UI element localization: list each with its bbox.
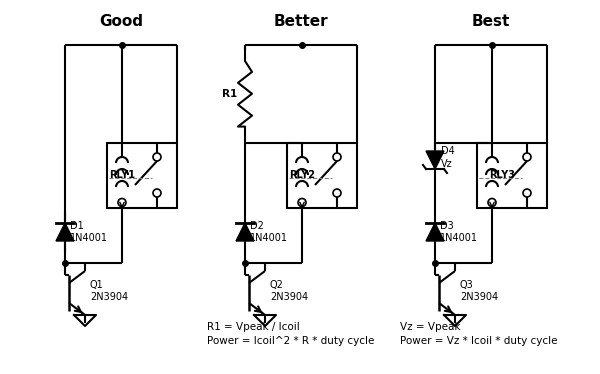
Polygon shape (236, 223, 254, 241)
Text: Better: Better (274, 14, 328, 29)
Polygon shape (56, 223, 74, 241)
Text: Q1
2N3904: Q1 2N3904 (90, 280, 128, 302)
Polygon shape (426, 151, 444, 169)
Text: 1N4001: 1N4001 (440, 233, 478, 243)
Bar (107, 142, 177, 208)
Bar (477, 142, 547, 208)
Text: Vz: Vz (441, 159, 452, 169)
Text: Q3
2N3904: Q3 2N3904 (460, 280, 498, 302)
Text: RLY3: RLY3 (489, 170, 515, 180)
Text: D1: D1 (70, 221, 84, 231)
Text: D2: D2 (250, 221, 264, 231)
Text: Vz = Vpeak: Vz = Vpeak (400, 322, 461, 332)
Polygon shape (426, 223, 444, 241)
Text: Power = Vz * Icoil * duty cycle: Power = Vz * Icoil * duty cycle (400, 336, 557, 346)
Text: Good: Good (99, 14, 143, 29)
Bar (287, 142, 357, 208)
Text: Q2
2N3904: Q2 2N3904 (270, 280, 308, 302)
Text: RLY2: RLY2 (289, 170, 315, 180)
Text: D4: D4 (441, 146, 455, 156)
Text: R1 = Vpeak / Icoil: R1 = Vpeak / Icoil (207, 322, 300, 332)
Text: RLY1: RLY1 (109, 170, 135, 180)
Text: Best: Best (472, 14, 510, 29)
Text: 1N4001: 1N4001 (250, 233, 288, 243)
Text: D3: D3 (440, 221, 454, 231)
Text: 1N4001: 1N4001 (70, 233, 108, 243)
Text: Power = Icoil^2 * R * duty cycle: Power = Icoil^2 * R * duty cycle (207, 336, 374, 346)
Text: R1: R1 (222, 89, 237, 99)
